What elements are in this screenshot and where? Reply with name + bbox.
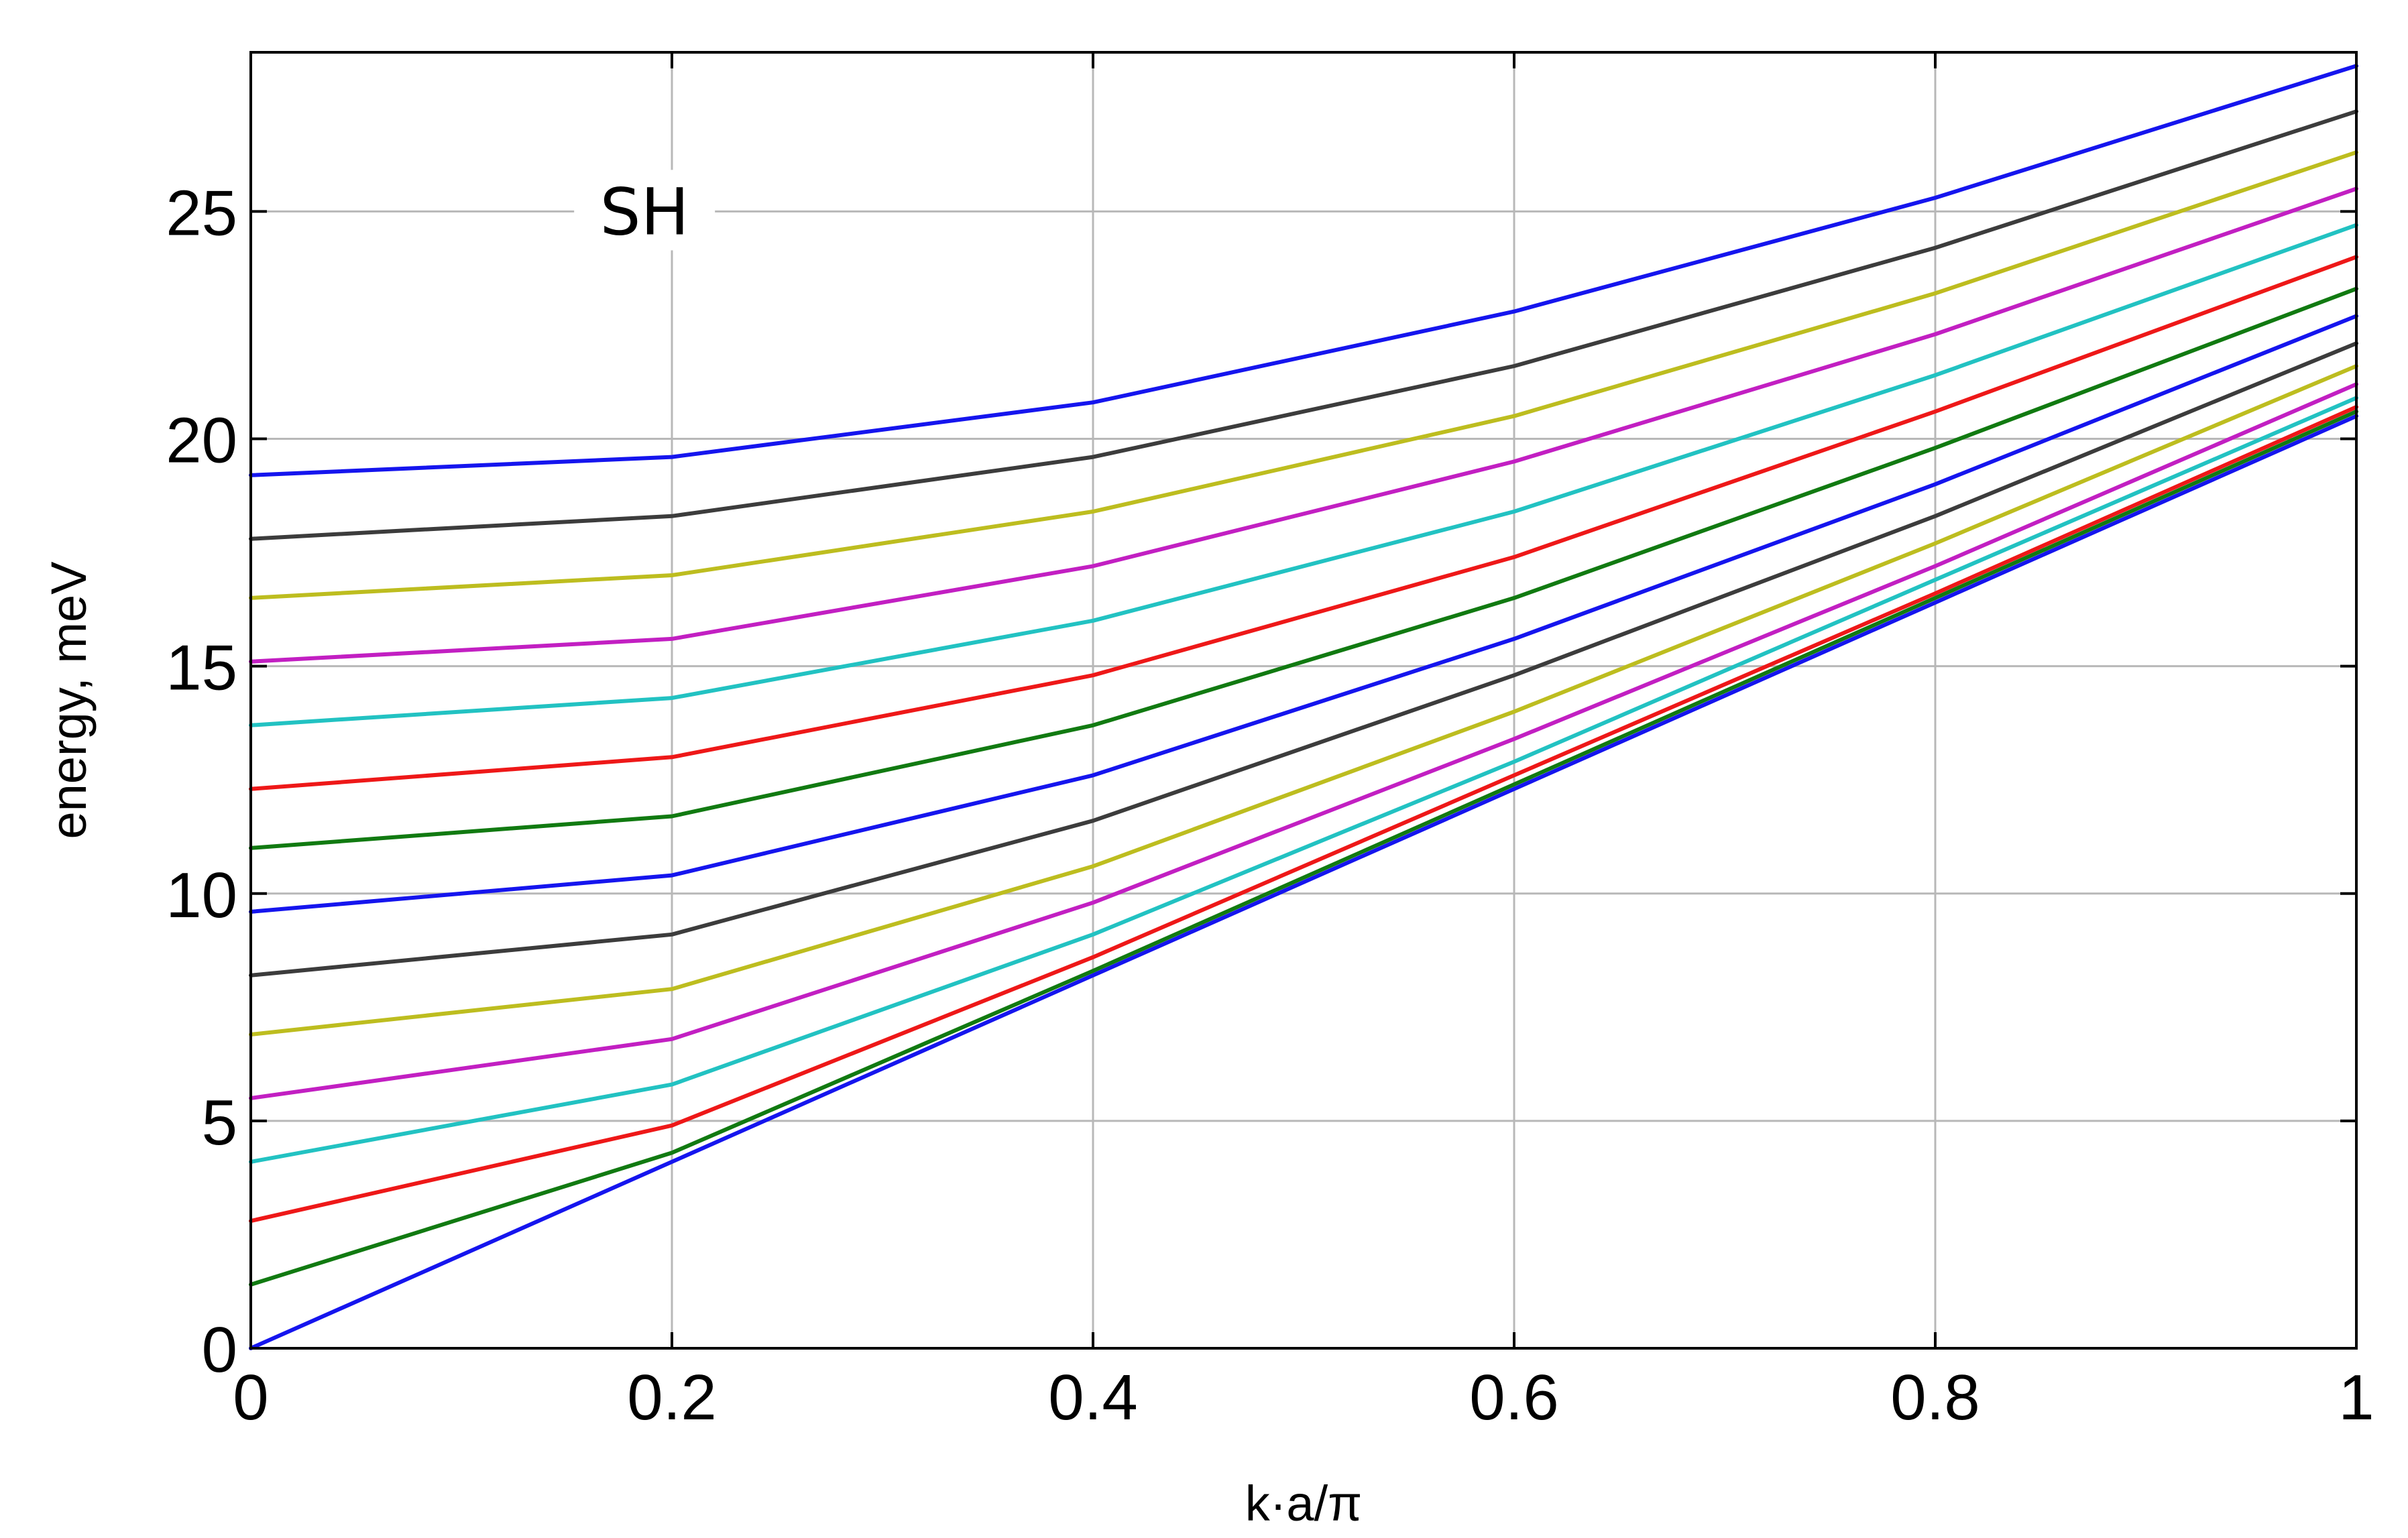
series-line-9 bbox=[249, 286, 2358, 850]
series-line-8 bbox=[249, 314, 2358, 914]
series-line-12 bbox=[249, 186, 2358, 664]
y-tick-labels: 0 5 10 15 20 25 bbox=[166, 177, 237, 1386]
series-line-7 bbox=[249, 341, 2358, 978]
y-tick-label: 25 bbox=[166, 177, 237, 249]
y-tick-label: 15 bbox=[166, 632, 237, 704]
y-tick-label: 5 bbox=[202, 1087, 237, 1159]
y-tick-label: 20 bbox=[166, 405, 237, 477]
y-tick-label: 0 bbox=[202, 1314, 237, 1386]
x-tick-label: 0.6 bbox=[1469, 1362, 1558, 1433]
x-tick-label: 0 bbox=[233, 1362, 268, 1433]
x-tick-label: 1 bbox=[2338, 1362, 2374, 1433]
x-axis-label: k·a/π bbox=[1245, 1476, 1362, 1531]
x-tick-labels: 0 0.2 0.4 0.6 0.8 1 bbox=[233, 1362, 2374, 1433]
series-group bbox=[249, 64, 2358, 1350]
x-tick-label: 0.8 bbox=[1890, 1362, 1980, 1433]
series-line-10 bbox=[249, 255, 2358, 791]
annotation-label: SH bbox=[600, 174, 689, 249]
y-axis-label: energy, meV bbox=[41, 561, 97, 839]
plot-frame bbox=[249, 51, 2358, 1350]
series-line-15 bbox=[249, 64, 2358, 477]
series-line-13 bbox=[249, 150, 2358, 600]
series-line-6 bbox=[249, 364, 2358, 1037]
y-tick-label: 10 bbox=[166, 860, 237, 931]
series-line-14 bbox=[249, 109, 2358, 541]
axis-ticks bbox=[249, 52, 2358, 1350]
series-line-4 bbox=[249, 396, 2358, 1164]
x-tick-label: 0.4 bbox=[1048, 1362, 1137, 1433]
x-tick-label: 0.2 bbox=[627, 1362, 716, 1433]
series-line-2 bbox=[249, 409, 2358, 1287]
series-line-5 bbox=[249, 382, 2358, 1100]
series-line-11 bbox=[249, 223, 2358, 727]
series-line-1 bbox=[249, 414, 2358, 1350]
annotation-background bbox=[574, 170, 715, 251]
series-line-3 bbox=[249, 405, 2358, 1224]
